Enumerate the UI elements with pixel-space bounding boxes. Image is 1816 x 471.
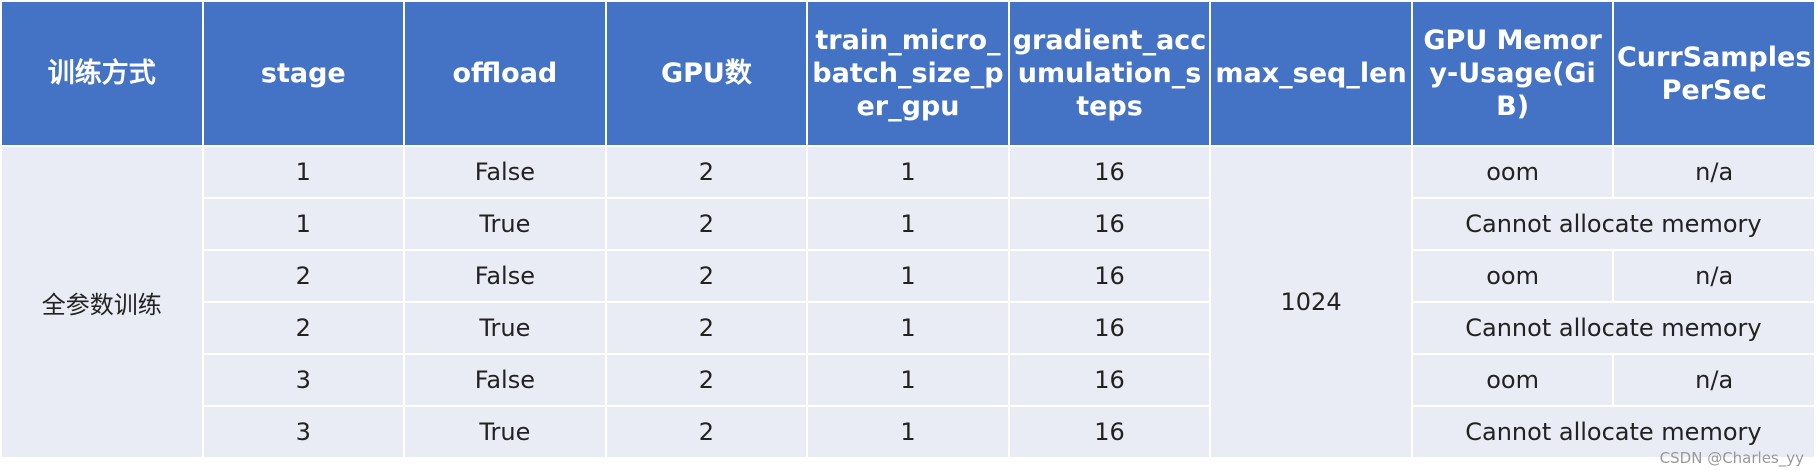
header-row: 训练方式 stage offload GPU数 train_micro_batch_si… [0,0,1816,147]
header-cell: GPU数 [604,0,809,147]
cell: 1 [806,353,1010,407]
cell: 1 [806,301,1010,355]
table-body: 全参数训练 1 False 2 1 16 1024 oom n/a 1 True 2 1 16 Cannot… [0,145,1816,459]
cell: 1 [201,197,406,251]
cell: False [403,145,607,199]
results-table: 训练方式 stage offload GPU数 train_micro_batch_si… [0,0,1816,459]
cell: 2 [201,249,406,303]
cell: n/a [1612,249,1816,303]
header-cell: train_micro_batch_size_per_gpu [806,0,1010,147]
cell: 2 [604,197,809,251]
table-row: 2 True 2 1 16 Cannot allocate memory [1,301,1816,355]
header-cell: CurrSamplesPerSec [1612,0,1816,147]
cell: 2 [604,405,809,459]
cell: 16 [1007,405,1212,459]
cell: n/a [1612,145,1816,199]
table-row: 1 True 2 1 16 Cannot allocate memory [1,197,1816,251]
method-cell: 全参数训练 [0,145,204,459]
cell: 1 [201,145,406,199]
cell: 2 [604,301,809,355]
cell: 2 [201,301,406,355]
cell: True [403,405,607,459]
header-cell: offload [403,0,607,147]
cell: False [403,353,607,407]
cell: 1 [806,249,1010,303]
cell: True [403,301,607,355]
cell: 16 [1007,249,1212,303]
table-row: 2 False 2 1 16 oom n/a [1,249,1816,303]
cell: 3 [201,405,406,459]
cell: oom [1410,353,1615,407]
cell: 16 [1007,145,1212,199]
cell: 16 [1007,197,1212,251]
cell: n/a [1612,353,1816,407]
cell: 1 [806,197,1010,251]
header-cell: 训练方式 [0,0,204,147]
cell: 1 [806,405,1010,459]
cell: 2 [604,249,809,303]
cell: False [403,249,607,303]
header-cell: gradient_accumulation_steps [1007,0,1212,147]
header-cell: GPU Memory-Usage(GiB) [1410,0,1615,147]
cell: True [403,197,607,251]
error-cell: Cannot allocate memory [1410,197,1816,251]
cell: oom [1410,145,1615,199]
cell: oom [1410,249,1615,303]
cell: 16 [1007,301,1212,355]
error-cell: Cannot allocate memory [1410,405,1816,459]
cell: 16 [1007,353,1212,407]
table-row: 全参数训练 1 False 2 1 16 1024 oom n/a [0,145,1816,459]
watermark: CSDN @Charles_yy [1659,449,1804,467]
seq-len-cell: 1024 [1209,145,1413,459]
error-cell: Cannot allocate memory [1410,301,1816,355]
header-cell: stage [201,0,406,147]
table-row: 3 True 2 1 16 Cannot allocate memory [1,405,1816,459]
table-row: 3 False 2 1 16 oom n/a [1,353,1816,407]
cell: 3 [201,353,406,407]
cell: 2 [604,145,809,199]
cell: 2 [604,353,809,407]
header-cell: max_seq_len [1209,0,1413,147]
cell: 1 [806,145,1010,199]
